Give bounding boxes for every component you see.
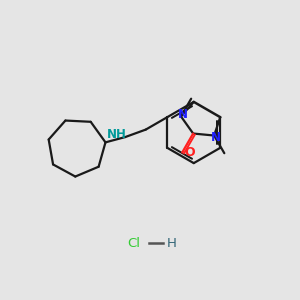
Text: H: H bbox=[167, 237, 177, 250]
Text: O: O bbox=[184, 146, 195, 159]
Text: N: N bbox=[177, 108, 188, 121]
Text: N: N bbox=[211, 131, 220, 144]
Text: NH: NH bbox=[107, 128, 127, 141]
Text: Cl: Cl bbox=[128, 237, 140, 250]
